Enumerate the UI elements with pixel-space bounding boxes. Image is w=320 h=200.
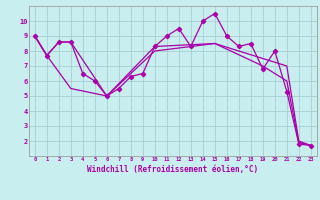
X-axis label: Windchill (Refroidissement éolien,°C): Windchill (Refroidissement éolien,°C)	[87, 165, 258, 174]
